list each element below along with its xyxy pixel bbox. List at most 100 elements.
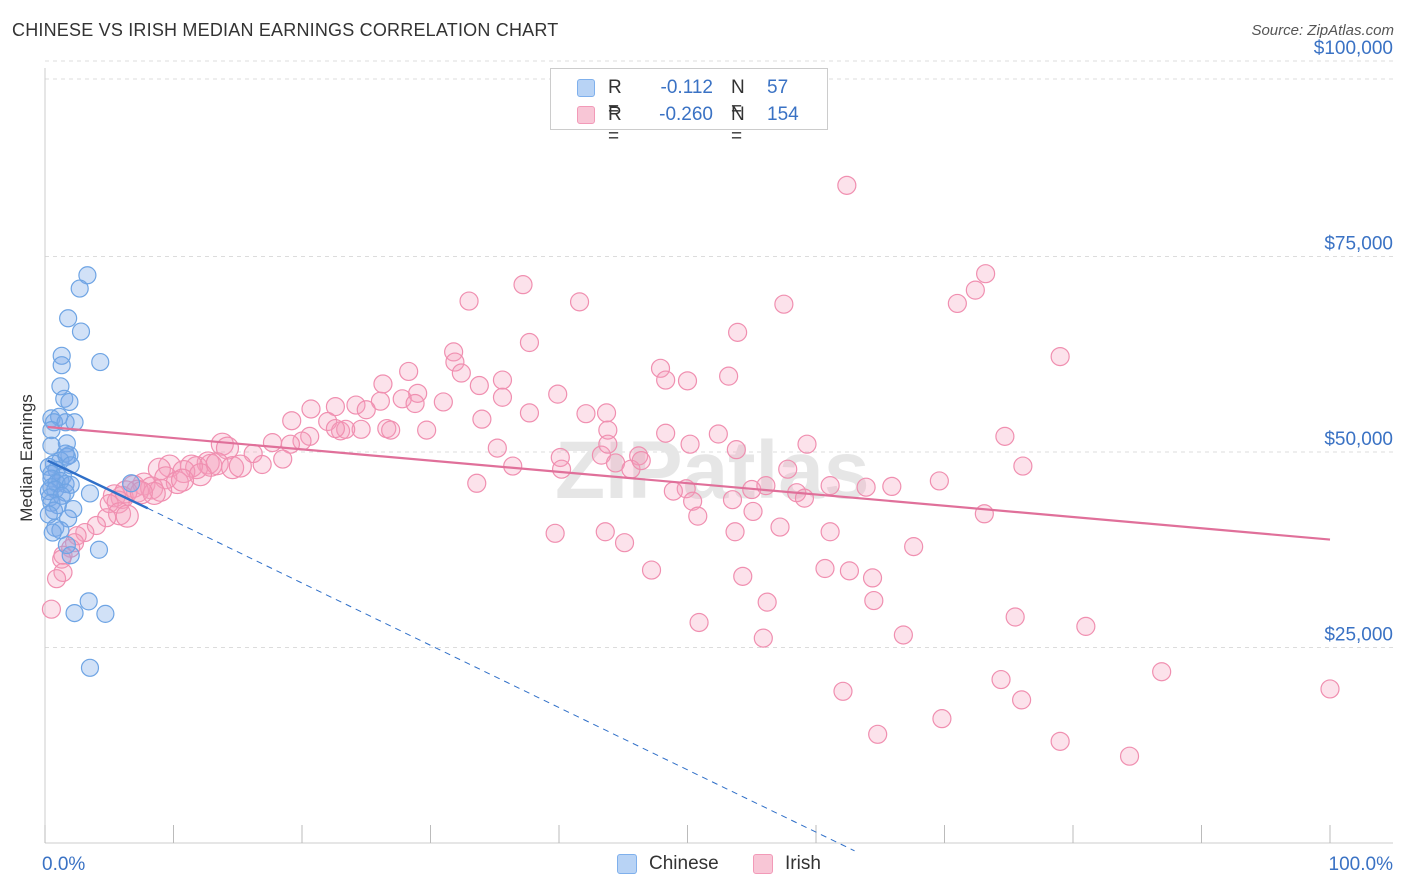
irish-point	[356, 400, 376, 420]
chinese-point	[42, 436, 61, 455]
irish-point	[904, 537, 924, 557]
irish-point	[417, 420, 437, 440]
irish-point	[433, 392, 453, 412]
irish-point	[1119, 746, 1140, 766]
chinese-point	[52, 356, 71, 375]
irish-point	[868, 724, 888, 744]
chinese-point	[79, 592, 98, 611]
irish-point	[756, 476, 776, 496]
irish-point	[325, 418, 346, 439]
irish-point	[893, 625, 913, 645]
chinese-point	[59, 309, 78, 328]
chinese-point	[65, 413, 84, 432]
irish-point	[170, 468, 195, 492]
irish-point	[519, 332, 540, 353]
irish-point	[688, 506, 708, 526]
irish-point	[656, 370, 676, 390]
irish-point	[598, 420, 618, 440]
irish-point	[97, 508, 117, 528]
bottom-legend-swatch-chinese	[617, 854, 637, 874]
chinese-point	[57, 535, 76, 555]
irish-point	[726, 440, 746, 460]
irish-point	[595, 522, 615, 542]
chinese-point	[60, 392, 79, 412]
irish-point	[399, 361, 419, 382]
legend-swatch-chinese	[577, 79, 595, 97]
irish-point	[262, 433, 283, 453]
chinese-point	[64, 499, 83, 519]
irish-point	[325, 397, 346, 417]
y-tick-label: $50,000	[1324, 429, 1393, 450]
chinese-point	[71, 322, 91, 341]
legend-n-value: 154	[767, 104, 799, 125]
irish-point	[820, 522, 840, 542]
irish-point	[680, 434, 700, 454]
irish-point	[631, 451, 651, 471]
irish-point	[228, 454, 252, 478]
irish-point	[728, 322, 748, 342]
x-tick-label: 100.0%	[1329, 854, 1394, 875]
legend-r-value: -0.112	[660, 77, 713, 98]
irish-point	[75, 522, 95, 543]
irish-point	[492, 387, 513, 407]
irish-point	[1013, 456, 1033, 476]
legend-n-value: 57	[767, 77, 789, 98]
irish-point	[1050, 731, 1070, 751]
irish-point	[974, 504, 994, 524]
y-tick-label: $75,000	[1324, 234, 1393, 255]
irish-point	[282, 411, 302, 431]
irish-point	[839, 561, 860, 581]
irish-point	[545, 523, 565, 543]
irish-point	[650, 358, 671, 378]
irish-point	[569, 292, 590, 312]
axes	[44, 68, 1393, 844]
irish-point	[142, 481, 166, 506]
irish-point	[856, 477, 876, 497]
irish-point	[862, 568, 883, 588]
irish-point	[99, 494, 119, 514]
irish-point	[753, 628, 773, 648]
legend-r-label: R =	[608, 104, 622, 147]
legend-swatch-irish	[577, 106, 595, 124]
irish-point	[472, 409, 492, 429]
irish-point	[797, 434, 817, 454]
trend-lines	[47, 425, 1331, 852]
chinese-trend-line	[47, 459, 149, 510]
chinese-point	[91, 352, 110, 372]
source-label: Source: ZipAtlas.com	[1251, 22, 1394, 39]
irish-point	[451, 363, 471, 383]
irish-point	[976, 264, 996, 284]
irish-point	[1152, 662, 1172, 682]
irish-point	[1050, 346, 1070, 367]
irish-point	[513, 275, 533, 295]
irish-point	[683, 491, 703, 511]
irish-point	[129, 481, 153, 505]
irish-point	[774, 294, 794, 314]
irish-point	[444, 342, 464, 362]
irish-point	[929, 471, 949, 491]
irish-point	[551, 459, 572, 479]
irish-point	[318, 411, 338, 432]
tick-labels: $25,000 $50,000 $75,000 $100,000 0.0% 100.0%	[42, 38, 1393, 875]
bottom-legend-label-chinese: Chinese	[649, 853, 719, 874]
irish-points	[41, 175, 1340, 766]
irish-point	[719, 366, 739, 386]
chinese-point	[70, 279, 89, 298]
irish-point	[820, 476, 840, 496]
gridlines	[45, 60, 1393, 648]
irish-trend-line	[47, 425, 1331, 541]
irish-point	[351, 419, 371, 439]
irish-point	[467, 473, 487, 493]
irish-point	[301, 399, 321, 419]
irish-point	[469, 375, 489, 396]
irish-point	[778, 459, 798, 479]
chinese-point	[80, 658, 100, 677]
chinese-point	[121, 474, 141, 493]
bottom-legend-swatch-irish	[753, 854, 773, 874]
chinese-point	[61, 546, 80, 565]
irish-point	[743, 501, 763, 522]
irish-point	[991, 669, 1011, 690]
irish-point	[864, 590, 884, 611]
legend-r-label: R =	[608, 77, 622, 120]
